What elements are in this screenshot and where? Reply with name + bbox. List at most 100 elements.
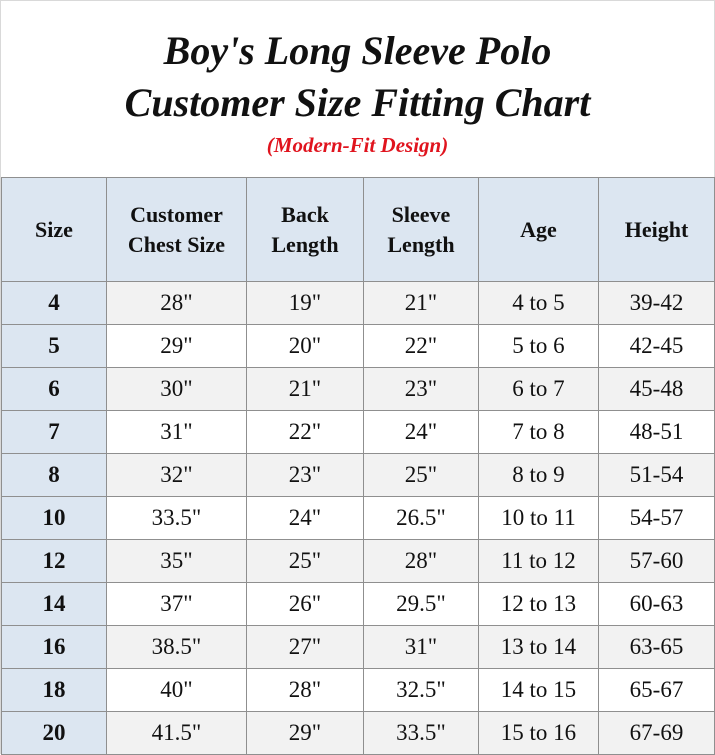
chest-cell: 30"	[106, 367, 247, 411]
sleeve-length-cell: 26.5"	[363, 496, 479, 540]
chest-cell: 41.5"	[106, 711, 247, 755]
table-row: 14 37" 26" 29.5" 12 to 13 60-63	[1, 582, 715, 626]
table-row: 10 33.5" 24" 26.5" 10 to 11 54-57	[1, 496, 715, 540]
header-sleeve-length: Sleeve Length	[363, 177, 479, 282]
sleeve-length-cell: 22"	[363, 324, 479, 368]
chest-cell: 38.5"	[106, 625, 247, 669]
back-length-cell: 25"	[246, 539, 364, 583]
header-age: Age	[478, 177, 599, 282]
back-length-cell: 21"	[246, 367, 364, 411]
sleeve-length-cell: 31"	[363, 625, 479, 669]
back-length-cell: 28"	[246, 668, 364, 712]
size-cell: 4	[1, 281, 107, 325]
header-height: Height	[598, 177, 715, 282]
size-cell: 16	[1, 625, 107, 669]
table-row: 7 31" 22" 24" 7 to 8 48-51	[1, 410, 715, 454]
age-cell: 10 to 11	[478, 496, 599, 540]
age-cell: 4 to 5	[478, 281, 599, 325]
back-length-cell: 27"	[246, 625, 364, 669]
age-cell: 5 to 6	[478, 324, 599, 368]
height-cell: 63-65	[598, 625, 715, 669]
table-row: 20 41.5" 29" 33.5" 15 to 16 67-69	[1, 711, 715, 755]
header-chest-line-2: Chest Size	[127, 231, 226, 257]
height-cell: 65-67	[598, 668, 715, 712]
size-cell: 14	[1, 582, 107, 626]
size-cell: 12	[1, 539, 107, 583]
size-cell: 6	[1, 367, 107, 411]
size-cell: 5	[1, 324, 107, 368]
height-cell: 39-42	[598, 281, 715, 325]
table-row: 6 30" 21" 23" 6 to 7 45-48	[1, 367, 715, 411]
chart-title-line-1: Boy's Long Sleeve Polo	[163, 28, 552, 73]
back-length-cell: 19"	[246, 281, 364, 325]
header-back-line-1: Back	[281, 201, 329, 227]
header-chest: Customer Chest Size	[106, 177, 247, 282]
age-cell: 7 to 8	[478, 410, 599, 454]
size-cell: 20	[1, 711, 107, 755]
sleeve-length-cell: 23"	[363, 367, 479, 411]
sleeve-length-cell: 25"	[363, 453, 479, 497]
size-cell: 18	[1, 668, 107, 712]
header-sleeve-line-1: Sleeve	[391, 201, 451, 227]
height-cell: 42-45	[598, 324, 715, 368]
back-length-cell: 26"	[246, 582, 364, 626]
header-row: Size Customer Chest Size Back Length Sleev…	[1, 177, 715, 282]
age-cell: 14 to 15	[478, 668, 599, 712]
table-row: 8 32" 23" 25" 8 to 9 51-54	[1, 453, 715, 497]
title-block: Boy's Long Sleeve Polo Customer Size Fit…	[1, 1, 714, 177]
chart-title-line-2: Customer Size Fitting Chart	[124, 80, 591, 125]
height-cell: 48-51	[598, 410, 715, 454]
age-cell: 13 to 14	[478, 625, 599, 669]
table-row: 16 38.5" 27" 31" 13 to 14 63-65	[1, 625, 715, 669]
back-length-cell: 29"	[246, 711, 364, 755]
chart-subtitle: (Modern-Fit Design)	[266, 133, 449, 157]
header-back-line-2: Length	[271, 231, 339, 257]
header-height-text: Height	[624, 216, 689, 242]
header-back-length: Back Length	[246, 177, 364, 282]
sleeve-length-cell: 24"	[363, 410, 479, 454]
header-sleeve-line-2: Length	[387, 231, 455, 257]
sleeve-length-cell: 29.5"	[363, 582, 479, 626]
height-cell: 57-60	[598, 539, 715, 583]
back-length-cell: 23"	[246, 453, 364, 497]
height-cell: 54-57	[598, 496, 715, 540]
back-length-cell: 24"	[246, 496, 364, 540]
chest-cell: 31"	[106, 410, 247, 454]
age-cell: 12 to 13	[478, 582, 599, 626]
chest-cell: 33.5"	[106, 496, 247, 540]
chest-cell: 28"	[106, 281, 247, 325]
sleeve-length-cell: 28"	[363, 539, 479, 583]
table-row: 4 28" 19" 21" 4 to 5 39-42	[1, 281, 715, 325]
sleeve-length-cell: 32.5"	[363, 668, 479, 712]
header-chest-line-1: Customer	[130, 201, 223, 227]
header-size-text: Size	[35, 216, 73, 242]
sleeve-length-cell: 21"	[363, 281, 479, 325]
chest-cell: 32"	[106, 453, 247, 497]
chest-cell: 35"	[106, 539, 247, 583]
table-row: 5 29" 20" 22" 5 to 6 42-45	[1, 324, 715, 368]
back-length-cell: 20"	[246, 324, 364, 368]
size-cell: 10	[1, 496, 107, 540]
header-age-text: Age	[520, 216, 557, 242]
back-length-cell: 22"	[246, 410, 364, 454]
height-cell: 51-54	[598, 453, 715, 497]
chest-cell: 29"	[106, 324, 247, 368]
height-cell: 60-63	[598, 582, 715, 626]
header-size: Size	[1, 177, 107, 282]
age-cell: 11 to 12	[478, 539, 599, 583]
chest-cell: 37"	[106, 582, 247, 626]
table-row: 18 40" 28" 32.5" 14 to 15 65-67	[1, 668, 715, 712]
age-cell: 6 to 7	[478, 367, 599, 411]
sleeve-length-cell: 33.5"	[363, 711, 479, 755]
height-cell: 67-69	[598, 711, 715, 755]
size-cell: 7	[1, 410, 107, 454]
age-cell: 8 to 9	[478, 453, 599, 497]
age-cell: 15 to 16	[478, 711, 599, 755]
size-table: Size Customer Chest Size Back Length Sleev…	[1, 177, 715, 755]
table-body: 4 28" 19" 21" 4 to 5 39-42 5 29" 20" 22" 5 to 6 42…	[1, 281, 715, 755]
table-row: 12 35" 25" 28" 11 to 12 57-60	[1, 539, 715, 583]
size-cell: 8	[1, 453, 107, 497]
height-cell: 45-48	[598, 367, 715, 411]
chest-cell: 40"	[106, 668, 247, 712]
